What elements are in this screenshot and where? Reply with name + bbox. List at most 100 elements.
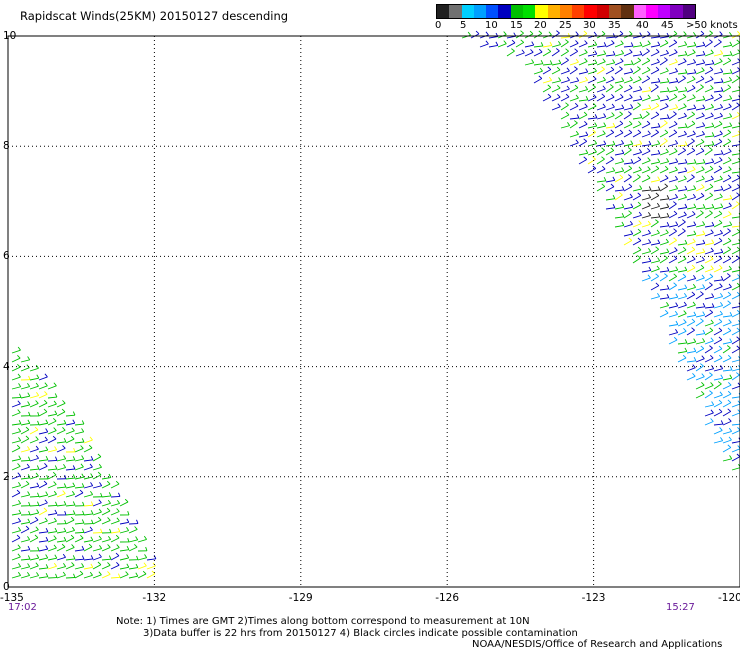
wind-barb-flag xyxy=(81,428,85,433)
wind-barb-flag xyxy=(637,192,642,196)
wind-barb xyxy=(659,132,669,138)
wind-barb xyxy=(704,347,713,354)
wind-barb xyxy=(731,285,740,291)
wind-barb xyxy=(713,196,723,201)
wind-barb-flag xyxy=(63,438,67,442)
wind-barb xyxy=(83,459,93,462)
wind-barb xyxy=(596,116,606,120)
wind-barb-flag xyxy=(728,265,732,270)
wind-barb-flag xyxy=(503,31,507,35)
wind-barb-flag xyxy=(63,527,67,532)
wind-barb-flag xyxy=(709,282,713,286)
wind-barb-flag xyxy=(709,255,714,260)
wind-barb-flag xyxy=(729,455,733,460)
wind-barb xyxy=(605,115,615,120)
wind-barb-flag xyxy=(18,509,22,514)
wind-barb-flag xyxy=(593,102,597,107)
wind-barb xyxy=(722,430,732,435)
wind-barb xyxy=(659,241,669,246)
wind-barb xyxy=(677,170,687,174)
wind-barb xyxy=(29,485,39,489)
wind-barb-flag xyxy=(657,239,661,244)
wind-barb xyxy=(569,142,579,147)
wind-barb xyxy=(11,556,21,561)
wind-barb xyxy=(695,224,705,228)
wind-barb xyxy=(641,43,651,48)
wind-barb-flag xyxy=(35,526,39,531)
wind-barb-flag xyxy=(638,121,642,125)
wind-barb-flag xyxy=(674,148,678,152)
wind-barb-flag xyxy=(693,159,697,164)
wind-barb xyxy=(632,89,642,93)
wind-barb xyxy=(578,123,588,129)
wind-barb-flag xyxy=(648,194,652,198)
wind-barb xyxy=(650,86,659,93)
wind-barb xyxy=(74,423,84,426)
wind-barb xyxy=(731,216,740,219)
wind-barb-flag xyxy=(611,94,615,98)
wind-barb xyxy=(695,78,705,84)
wind-barb xyxy=(11,440,21,444)
wind-speed-color-legend xyxy=(436,4,696,19)
wind-barb-flag xyxy=(17,346,21,351)
wind-barb xyxy=(668,197,678,201)
wind-barb xyxy=(650,105,660,111)
wind-barb xyxy=(92,519,102,525)
wind-barb-flag xyxy=(630,140,634,145)
wind-barb-flag xyxy=(612,140,616,145)
wind-barb-flag xyxy=(638,220,642,224)
wind-barb xyxy=(119,557,129,561)
wind-barb-flag xyxy=(692,94,696,98)
wind-barb xyxy=(11,403,21,408)
wind-barb xyxy=(659,140,668,147)
wind-barb-flag xyxy=(710,409,714,414)
wind-barb xyxy=(722,315,732,318)
wind-barb-flag xyxy=(701,373,705,377)
wind-barb-flag xyxy=(17,409,21,413)
wind-barb xyxy=(569,122,578,129)
wind-barb-flag xyxy=(691,318,696,322)
wind-barb xyxy=(659,275,668,282)
wind-barb-flag xyxy=(646,75,651,79)
wind-barb xyxy=(605,207,615,210)
wind-barb-flag xyxy=(645,111,650,115)
wind-barb-flag xyxy=(540,42,544,47)
wind-barb xyxy=(713,258,723,264)
wind-barb xyxy=(614,152,624,156)
wind-barb-flag xyxy=(738,222,740,226)
wind-barb xyxy=(47,449,57,453)
wind-barb xyxy=(650,232,660,237)
wind-barb-flag xyxy=(574,66,578,70)
wind-barb xyxy=(38,411,48,417)
wind-barb xyxy=(47,557,57,561)
wind-barb xyxy=(587,158,596,165)
wind-barb-flag xyxy=(556,66,561,71)
wind-barb-flag xyxy=(26,382,31,387)
wind-barb xyxy=(713,279,723,282)
wind-barb xyxy=(29,448,39,453)
wind-barb-flag xyxy=(710,49,714,54)
wind-barb xyxy=(704,106,714,111)
wind-barb-flag xyxy=(692,211,696,215)
wind-barb xyxy=(11,349,21,354)
wind-barb xyxy=(119,574,129,579)
wind-barb xyxy=(632,223,642,228)
wind-barb xyxy=(686,107,696,111)
wind-barb-flag xyxy=(62,553,66,558)
wind-barb xyxy=(704,232,714,237)
wind-barb xyxy=(11,537,21,543)
wind-barb xyxy=(596,68,605,75)
wind-barb-flag xyxy=(612,122,616,127)
legend-swatch-6 xyxy=(510,5,523,18)
wind-barb-flag xyxy=(674,120,678,125)
wind-barb-flag xyxy=(720,68,724,73)
wind-barb-flag xyxy=(657,257,661,262)
wind-barb xyxy=(686,87,696,93)
wind-barb-flag xyxy=(728,148,732,152)
wind-barb xyxy=(29,557,39,561)
wind-barb-flag xyxy=(36,392,40,396)
wind-barb-flag xyxy=(126,563,130,568)
wind-barb xyxy=(614,113,623,120)
wind-barb xyxy=(38,465,48,471)
wind-barb-flag xyxy=(619,174,624,178)
